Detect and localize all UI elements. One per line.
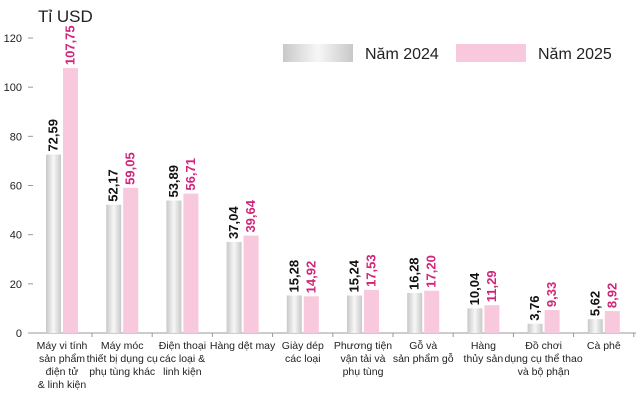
x-tick-label: các loại &	[160, 353, 206, 365]
bar-2025	[183, 193, 199, 333]
data-label: 59,05	[123, 152, 138, 185]
data-label: 16,28	[407, 257, 422, 290]
y-tick-label: 100	[4, 82, 22, 94]
bar-2025	[303, 296, 319, 333]
y-tick-label: 80	[10, 131, 22, 143]
data-label: 107,75	[63, 25, 78, 65]
bar-2025	[123, 187, 139, 333]
bar-2024	[166, 200, 182, 333]
data-label: 8,92	[604, 283, 619, 308]
bar-2024	[587, 319, 603, 333]
data-label: 52,17	[106, 169, 121, 202]
y-tick-label: 120	[4, 33, 22, 45]
data-label: 37,04	[226, 206, 241, 239]
x-tick-label: Gỗ và	[409, 339, 437, 352]
x-tick-label: Cà phê	[587, 340, 621, 352]
data-label: 17,53	[364, 254, 379, 287]
data-label: 39,64	[243, 199, 258, 232]
bar-2025	[424, 290, 440, 333]
x-tick-label: Đồ chơi	[525, 340, 562, 352]
x-tick-label: & linh kiện	[38, 379, 87, 391]
bar-2024	[46, 154, 61, 333]
x-tick-label: điện tử	[46, 366, 79, 378]
data-label: 72,59	[46, 119, 61, 152]
legend-label: Năm 2024	[365, 46, 439, 63]
x-tick-label: Phương tiện	[334, 340, 392, 352]
bar-2024	[407, 292, 423, 333]
data-label: 17,20	[424, 255, 439, 288]
data-label: 11,29	[484, 270, 499, 302]
x-tick-label: và bộ phận	[518, 366, 570, 378]
bar-2024	[347, 295, 362, 333]
data-label: 15,24	[347, 259, 362, 292]
x-tick-label: sản phẩm gỗ	[393, 352, 454, 365]
y-tick-label: 60	[10, 181, 22, 193]
x-tick-label: thủy sản	[464, 353, 504, 365]
bar-2025	[243, 235, 259, 333]
x-tick-label: Hàng dệt may	[210, 340, 276, 352]
data-label: 53,89	[166, 165, 181, 198]
data-label: 10,04	[467, 272, 482, 305]
x-tick-label: Hàng	[471, 340, 496, 352]
x-tick-label: Máy vi tính	[37, 340, 88, 352]
bar-2024	[226, 241, 242, 333]
bar-2025	[484, 305, 500, 333]
x-tick-label: Điện thoại	[159, 340, 206, 352]
x-tick-label: phụ tùng	[343, 366, 384, 378]
bar-2024	[467, 308, 483, 333]
x-tick-label: dụng cụ thể thao	[504, 353, 582, 365]
y-tick-label: 0	[16, 328, 22, 340]
data-label: 5,62	[587, 291, 602, 316]
x-tick-label: phụ tùng khác	[89, 366, 155, 378]
x-tick-label: Máy móc	[101, 340, 144, 352]
bar-2025	[604, 311, 620, 333]
bar-2024	[106, 204, 122, 333]
bar-2025	[63, 68, 78, 333]
bar-2024	[286, 295, 302, 333]
bar-2024	[527, 323, 543, 333]
x-tick-label: linh kiện	[163, 366, 202, 378]
x-tick-label: Giày dép	[282, 340, 324, 352]
legend-label: Năm 2025	[538, 46, 612, 63]
y-tick-label: 20	[10, 279, 22, 291]
legend-swatch	[283, 44, 353, 62]
data-label: 14,92	[303, 261, 318, 294]
y-axis-label: Tỉ USD	[38, 7, 93, 26]
data-label: 9,33	[544, 282, 559, 307]
bar-2025	[364, 289, 379, 333]
x-tick-label: vận tải và	[341, 353, 386, 365]
data-label: 56,71	[183, 158, 198, 191]
data-label: 15,28	[286, 260, 301, 293]
legend-swatch	[456, 44, 526, 62]
y-tick-label: 40	[10, 230, 22, 242]
x-tick-label: thiết bị dụng cụ	[87, 353, 158, 365]
x-tick-label: các loại	[285, 353, 321, 365]
x-tick-label: sản phẩm	[39, 353, 85, 365]
bar-2025	[544, 310, 560, 333]
data-label: 3,76	[527, 295, 542, 320]
